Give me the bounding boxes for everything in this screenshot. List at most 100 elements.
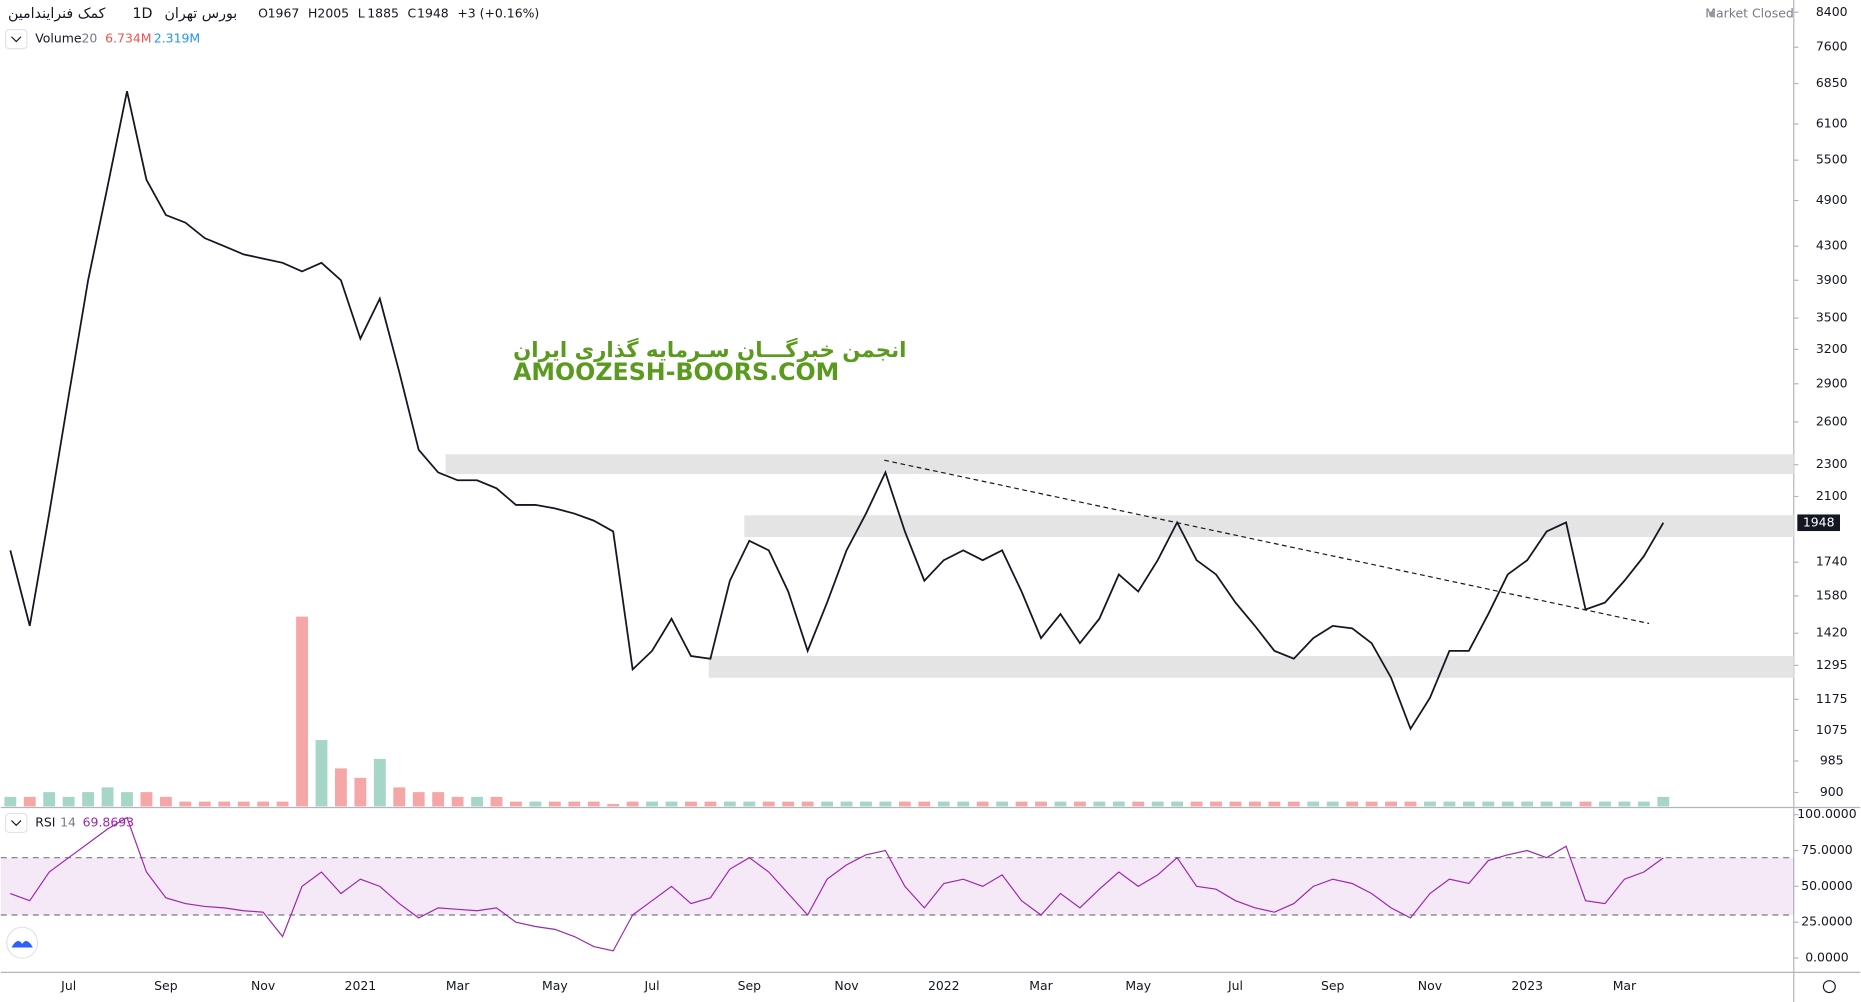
volume-bar [860, 801, 872, 807]
volume-bar [1171, 801, 1184, 807]
volume-bar [685, 801, 697, 807]
volume-bar [62, 796, 75, 807]
y-tick-label: 1175 [1816, 691, 1848, 706]
y-tick-label: 1740 [1816, 554, 1848, 569]
ohlc-value: 2005 [317, 6, 349, 21]
volume-bar [1112, 801, 1125, 807]
volume-bar [1404, 801, 1417, 807]
ohlc-value: 1948 [417, 6, 449, 21]
x-tick-label: Jul [644, 978, 660, 993]
y-tick-label: 1580 [1816, 587, 1848, 602]
volume-bar [393, 787, 406, 807]
settings-icon[interactable] [1822, 980, 1836, 994]
volume-bar [159, 796, 172, 807]
y-tick-label: 4300 [1816, 238, 1848, 253]
y-tick-label: 1295 [1816, 657, 1848, 672]
trendline [884, 459, 1650, 625]
volume-bar [373, 758, 386, 807]
volume-bar [490, 796, 503, 807]
collapse-button[interactable] [4, 29, 28, 50]
watermark-text: انجمن خبرگـــان سـرمایه گذاری ایران [513, 337, 906, 363]
x-tick-label: Jul [60, 978, 76, 993]
y-tick-label: 2100 [1816, 488, 1848, 503]
volume-bar [451, 796, 464, 807]
volume-bar [1326, 801, 1339, 807]
x-tick-label: 2023 [1511, 978, 1543, 993]
volume-bar [179, 801, 192, 807]
x-tick-label: 2022 [928, 978, 960, 993]
volume-bar [801, 801, 814, 807]
volume-bar [587, 801, 600, 807]
volume-bar [568, 801, 581, 807]
x-tick-label: Sep [1321, 978, 1345, 993]
x-tick-label: Sep [738, 978, 762, 993]
y-tick-label: 3500 [1816, 310, 1848, 325]
volume-bar [1560, 801, 1573, 807]
y-tick-label: 6850 [1816, 75, 1848, 90]
y-tick-label: 100.0000 [1797, 806, 1856, 821]
volume-bar [957, 801, 970, 807]
volume-bar [1443, 801, 1456, 807]
y-tick-label: 900 [1820, 784, 1844, 799]
rsi-line [10, 816, 1664, 952]
volume-bar [548, 801, 561, 807]
volume-bar [315, 739, 328, 807]
y-tick-label: 3900 [1816, 272, 1848, 287]
change: +3 (+0.16%) [457, 6, 539, 21]
volume-bar [821, 801, 834, 807]
volume-bar [23, 796, 36, 807]
ohlc-value: 1885 [367, 6, 399, 21]
volume-bar [334, 768, 347, 807]
volume-bar [354, 777, 367, 807]
volume-bar [296, 616, 308, 807]
legend-header: کمک فنرایندامین 1D بورس تهران Market Clo… [8, 6, 1794, 23]
last-price-label: 1948 [1803, 514, 1835, 529]
volume-bar [937, 801, 950, 807]
volume-bar [1540, 801, 1553, 807]
volume-bar [1073, 801, 1086, 807]
x-tick-label: May [542, 978, 568, 993]
volume-ma: 2.319M [154, 31, 200, 46]
volume-bar [1482, 801, 1495, 807]
y-tick-label: 75.0000 [1801, 842, 1853, 857]
volume-bar [1346, 801, 1359, 807]
ohlc-label: L [358, 6, 365, 21]
x-tick-label: Nov [251, 978, 275, 993]
volume-value: 6.734M [105, 31, 151, 46]
volume-bar [646, 801, 659, 807]
volume-bar [1365, 801, 1378, 807]
volume-bar [1385, 801, 1397, 807]
watermark-url: AMOOZESH-BOORS.COM [513, 358, 839, 386]
y-tick-label: 8400 [1816, 4, 1848, 19]
volume-bar [412, 792, 425, 807]
rsi-band [0, 857, 1794, 916]
interval: 1D [132, 6, 152, 22]
volume-bar [529, 801, 542, 807]
y-tick-label: 7600 [1816, 39, 1848, 54]
volume-bar [43, 792, 56, 807]
volume-bar [82, 792, 95, 807]
price-line [9, 91, 1665, 731]
volume-bar [1132, 801, 1145, 807]
chevron-icon [11, 820, 22, 827]
x-tick-label: Nov [1418, 978, 1442, 993]
x-tick-label: May [1125, 978, 1151, 993]
ohlc-value: 1967 [268, 6, 300, 21]
volume-length: 20 [81, 31, 97, 46]
volume-bar [101, 787, 114, 807]
volume-bar [510, 801, 522, 807]
zone [708, 656, 1794, 678]
volume-bar [198, 801, 211, 807]
x-tick-label: Mar [1029, 978, 1053, 993]
volume-bar [1151, 801, 1164, 807]
zone [445, 454, 1794, 474]
collapse-button[interactable] [4, 812, 28, 834]
volume-bar [1307, 801, 1320, 807]
logo[interactable] [6, 926, 39, 959]
volume-bar [762, 801, 775, 807]
rsi-value: 69.8693 [83, 814, 134, 829]
volume-bar [1229, 801, 1242, 807]
y-tick-label: 985 [1820, 752, 1844, 767]
y-tick-label: 25.0000 [1801, 914, 1853, 929]
